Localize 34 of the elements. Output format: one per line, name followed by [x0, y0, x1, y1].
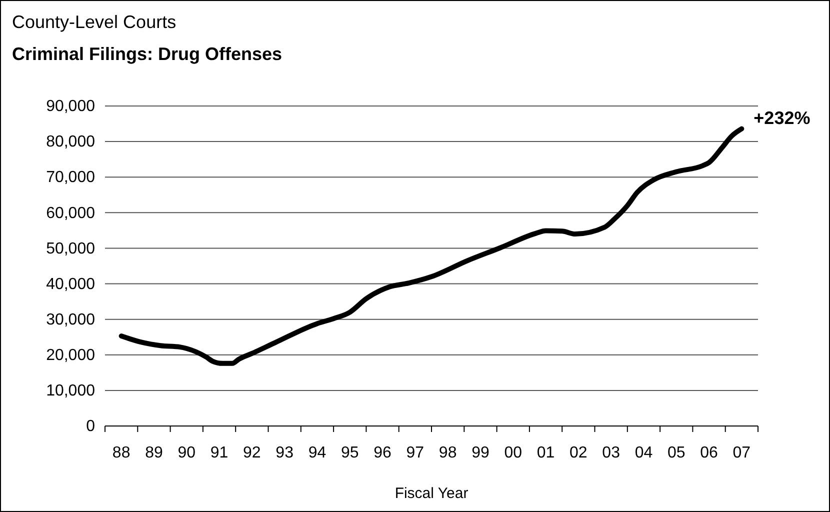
x-tick-label: 96: [374, 444, 392, 462]
x-tick-label: 97: [406, 444, 424, 462]
x-tick-label: 88: [112, 444, 130, 462]
y-tick-label: 40,000: [46, 276, 96, 293]
x-tick-label: 94: [308, 444, 326, 462]
x-tick-label: 02: [570, 444, 588, 462]
x-tick-label: 04: [634, 444, 653, 462]
y-tick-label: 20,000: [46, 347, 96, 364]
y-tick-label: 80,000: [46, 134, 96, 151]
x-tick-label: 01: [536, 444, 555, 462]
x-tick-label: 06: [700, 444, 718, 462]
chart-subtitle: Criminal Filings: Drug Offenses: [12, 44, 282, 64]
chart-title: County-Level Courts: [12, 12, 176, 32]
x-tick-label: 90: [178, 444, 196, 462]
x-axis-title: Fiscal Year: [394, 485, 468, 502]
y-tick-label: 60,000: [46, 204, 96, 222]
y-tick-label: 90,000: [46, 98, 96, 116]
x-tick-label: 05: [667, 444, 686, 462]
y-tick-label: 50,000: [46, 240, 96, 258]
y-tick-label: 10,000: [46, 382, 96, 400]
x-tick-label: 99: [472, 444, 490, 462]
x-tick-label: 93: [276, 444, 294, 462]
annotation: +232%: [754, 108, 810, 128]
y-tick-label: 30,000: [46, 311, 96, 328]
x-tick-label: 03: [602, 444, 620, 462]
x-tick-label: 95: [340, 444, 359, 462]
y-tick-label: 70,000: [46, 169, 96, 186]
x-tick-label: 98: [438, 444, 457, 462]
x-tick-label: 00: [504, 444, 522, 462]
y-tick-label: 0: [86, 418, 96, 436]
x-tick-label: 92: [243, 444, 261, 462]
x-tick-label: 89: [145, 444, 163, 462]
x-tick-label: 91: [210, 444, 228, 462]
x-tick-label: 07: [732, 444, 751, 462]
